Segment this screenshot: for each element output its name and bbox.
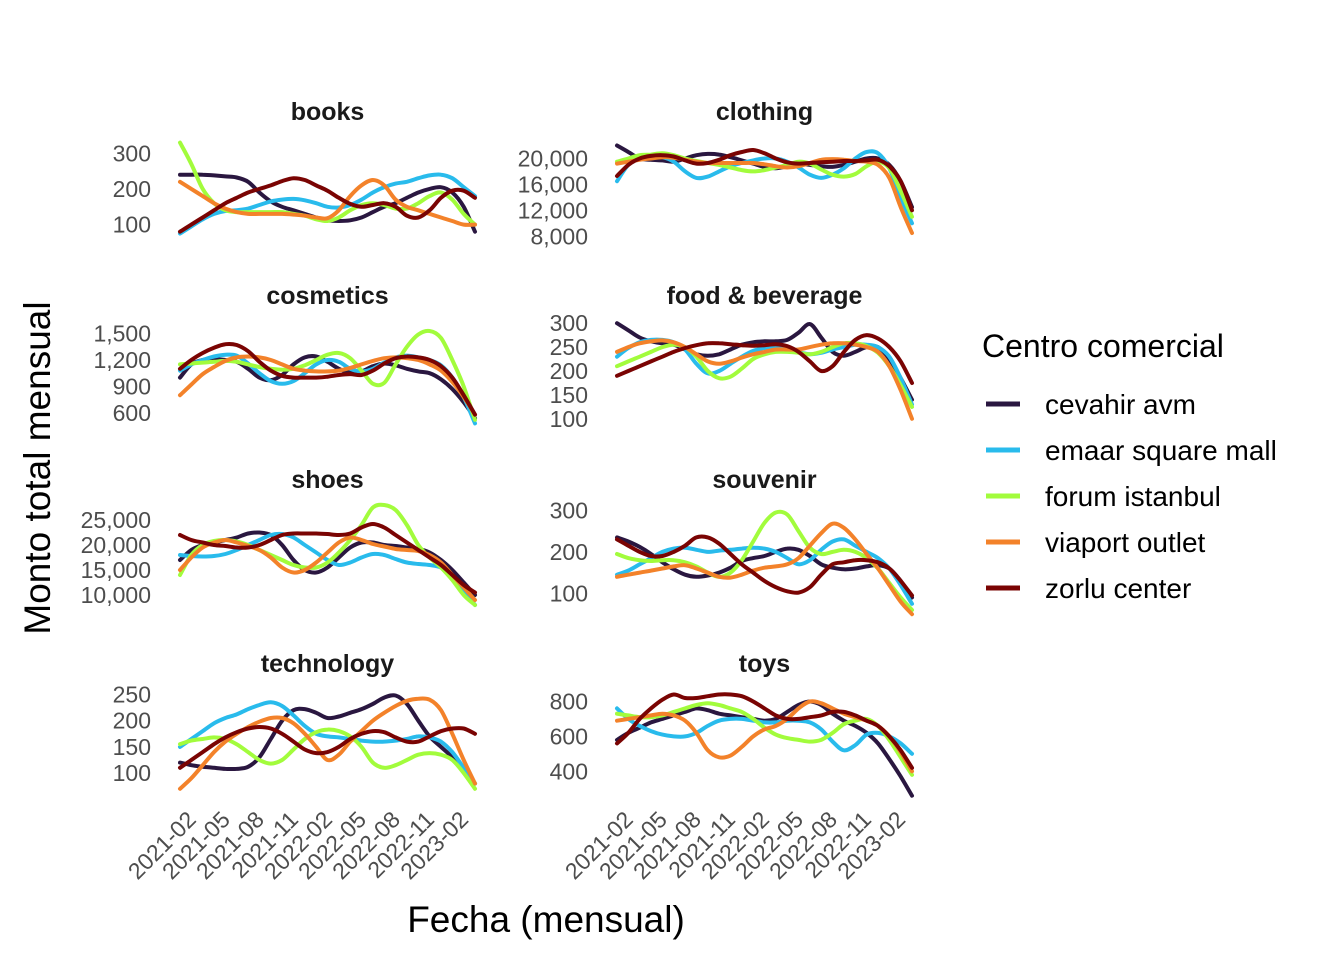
legend-label: viaport outlet — [1045, 527, 1206, 558]
y-tick-label: 25,000 — [81, 507, 151, 533]
y-tick-label: 150 — [113, 734, 151, 760]
facet-strip-title: books — [291, 98, 365, 126]
y-tick-label: 600 — [550, 723, 588, 749]
series-line-cevahir-avm — [178, 693, 477, 786]
facet-strip-title: clothing — [716, 98, 813, 126]
facet-panel-souvenir: souvenir 100 200 300 — [550, 466, 914, 617]
series-line-zorlu-center — [615, 692, 914, 770]
legend-label: zorlu center — [1045, 573, 1191, 604]
series-line-cevahir-avm — [615, 535, 914, 600]
facet-strip-title: shoes — [291, 466, 363, 494]
facet-panel-technology: technology1001502002502021-022021-052021… — [113, 650, 477, 884]
series-line-emaar-square-mall — [615, 706, 914, 756]
legend-label: cevahir avm — [1045, 389, 1196, 420]
y-tick-label: 800 — [550, 688, 588, 714]
y-tick-label: 1,500 — [93, 321, 151, 347]
y-tick-label: 200 — [113, 176, 151, 202]
y-tick-label: 100 — [550, 406, 588, 432]
y-tick-label: 20,000 — [518, 145, 588, 171]
facet-panels: books100200300clothing8,00012,00016,0002… — [81, 98, 914, 884]
facet-strip-title: toys — [739, 650, 790, 678]
y-tick-label: 250 — [113, 681, 151, 707]
facet-strip-title: technology — [261, 650, 394, 678]
y-tick-label: 1,200 — [93, 347, 151, 373]
y-tick-label: 150 — [550, 382, 588, 408]
facet-panel-toys: toys4006008002021-022021-052021-082021-1… — [550, 650, 914, 884]
y-tick-label: 300 — [550, 497, 588, 523]
y-tick-label: 8,000 — [530, 223, 588, 249]
y-tick-label: 600 — [113, 400, 151, 426]
legend: Centro comercial cevahir avm emaar square… — [982, 328, 1277, 604]
y-tick-label: 15,000 — [81, 557, 151, 583]
y-tick-label: 200 — [113, 708, 151, 734]
series-line-zorlu-center — [178, 725, 477, 770]
series-line-zorlu-center — [615, 147, 914, 213]
y-tick-label: 12,000 — [518, 197, 588, 223]
series-line-viaport-outlet — [178, 354, 477, 417]
y-tick-label: 300 — [550, 310, 588, 336]
facet-strip-title: souvenir — [712, 466, 816, 494]
y-axis-title: Monto total mensual — [17, 301, 58, 634]
y-tick-label: 400 — [550, 758, 588, 784]
facet-strip-title: food & beverage — [667, 282, 863, 310]
y-tick-label: 200 — [550, 539, 588, 565]
facet-strip-title: cosmetics — [266, 282, 388, 310]
legend-item: forum istanbul — [986, 481, 1221, 512]
legend-item: viaport outlet — [986, 527, 1206, 558]
axis-titles: Fecha (mensual) Monto total mensual — [17, 301, 685, 940]
legend-label: emaar square mall — [1045, 435, 1277, 466]
legend-item: emaar square mall — [986, 435, 1277, 466]
x-axis-title: Fecha (mensual) — [407, 899, 685, 940]
y-tick-label: 10,000 — [81, 582, 151, 608]
series-line-emaar-square-mall — [615, 537, 914, 606]
y-tick-label: 200 — [550, 358, 588, 384]
legend-label: forum istanbul — [1045, 481, 1221, 512]
series-line-zorlu-center — [178, 176, 477, 234]
legend-title: Centro comercial — [982, 328, 1224, 364]
y-tick-label: 250 — [550, 334, 588, 360]
legend-item: cevahir avm — [986, 389, 1196, 420]
legend-item: zorlu center — [986, 573, 1191, 604]
series-line-emaar-square-mall — [178, 531, 477, 607]
series-line-viaport-outlet — [615, 521, 914, 617]
y-tick-label: 300 — [113, 140, 151, 166]
y-tick-label: 900 — [113, 373, 151, 399]
series-line-zorlu-center — [178, 522, 477, 595]
y-tick-label: 20,000 — [81, 532, 151, 558]
y-tick-label: 100 — [113, 760, 151, 786]
y-tick-label: 16,000 — [518, 171, 588, 197]
series-line-zorlu-center — [178, 341, 477, 417]
series-line-forum-istanbul — [615, 509, 914, 612]
series-line-viaport-outlet — [615, 338, 914, 421]
series-line-zorlu-center — [615, 534, 914, 598]
facet-panel-books: books 100 200 300 — [113, 98, 477, 238]
series-line-zorlu-center — [615, 333, 914, 385]
series-line-viaport-outlet — [178, 696, 477, 791]
y-tick-label: 100 — [113, 212, 151, 238]
y-tick-label: 100 — [550, 580, 588, 606]
